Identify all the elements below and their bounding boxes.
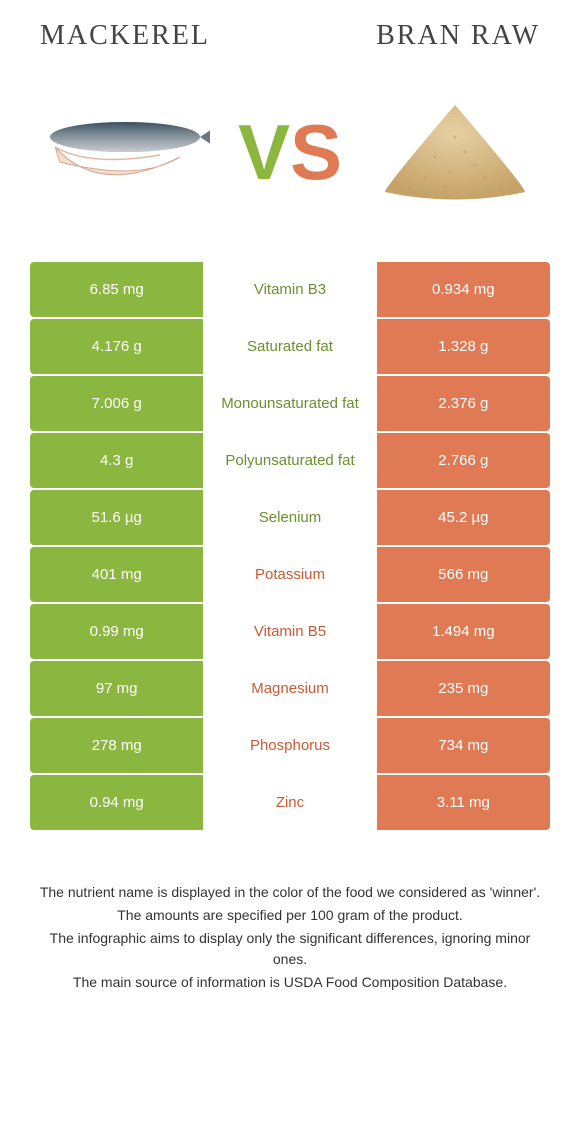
nutrient-label: Monounsaturated fat (203, 376, 376, 431)
value-right: 45.2 µg (377, 490, 550, 545)
value-right: 2.766 g (377, 433, 550, 488)
table-row: 0.99 mgVitamin B51.494 mg (30, 604, 550, 661)
value-right: 566 mg (377, 547, 550, 602)
footnote-line: The nutrient name is displayed in the co… (35, 882, 545, 903)
table-row: 4.176 gSaturated fat1.328 g (30, 319, 550, 376)
nutrient-label: Vitamin B5 (203, 604, 376, 659)
infographic-container: Mackerel Bran raw VS (0, 0, 580, 1025)
footnote-line: The amounts are specified per 100 gram o… (35, 905, 545, 926)
vs-v: V (238, 113, 290, 191)
value-left: 51.6 µg (30, 490, 203, 545)
value-left: 278 mg (30, 718, 203, 773)
footnote-line: The infographic aims to display only the… (35, 928, 545, 970)
value-right: 235 mg (377, 661, 550, 716)
value-left: 4.176 g (30, 319, 203, 374)
comparison-table: 6.85 mgVitamin B30.934 mg4.176 gSaturate… (30, 262, 550, 832)
value-right: 2.376 g (377, 376, 550, 431)
bran-image (370, 92, 540, 212)
vs-label: VS (238, 113, 342, 191)
vs-s: S (290, 113, 342, 191)
value-right: 1.328 g (377, 319, 550, 374)
value-left: 4.3 g (30, 433, 203, 488)
header-row: Mackerel Bran raw (30, 20, 550, 52)
nutrient-label: Magnesium (203, 661, 376, 716)
table-row: 278 mgPhosphorus734 mg (30, 718, 550, 775)
nutrient-label: Polyunsaturated fat (203, 433, 376, 488)
bran-icon (375, 97, 535, 207)
value-left: 0.99 mg (30, 604, 203, 659)
table-row: 4.3 gPolyunsaturated fat2.766 g (30, 433, 550, 490)
value-right: 3.11 mg (377, 775, 550, 830)
table-row: 0.94 mgZinc3.11 mg (30, 775, 550, 832)
table-row: 6.85 mgVitamin B30.934 mg (30, 262, 550, 319)
nutrient-label: Saturated fat (203, 319, 376, 374)
value-left: 0.94 mg (30, 775, 203, 830)
value-left: 7.006 g (30, 376, 203, 431)
nutrient-label: Selenium (203, 490, 376, 545)
fish-icon (40, 107, 210, 197)
footnote-line: The main source of information is USDA F… (35, 972, 545, 993)
nutrient-label: Phosphorus (203, 718, 376, 773)
value-right: 0.934 mg (377, 262, 550, 317)
nutrient-label: Vitamin B3 (203, 262, 376, 317)
image-row: VS (30, 92, 550, 212)
footnotes: The nutrient name is displayed in the co… (30, 882, 550, 993)
value-left: 97 mg (30, 661, 203, 716)
title-left: Mackerel (40, 20, 210, 52)
nutrient-label: Zinc (203, 775, 376, 830)
table-row: 401 mgPotassium566 mg (30, 547, 550, 604)
value-left: 6.85 mg (30, 262, 203, 317)
nutrient-label: Potassium (203, 547, 376, 602)
title-right: Bran raw (376, 20, 540, 52)
table-row: 51.6 µgSelenium45.2 µg (30, 490, 550, 547)
value-right: 1.494 mg (377, 604, 550, 659)
table-row: 7.006 gMonounsaturated fat2.376 g (30, 376, 550, 433)
value-right: 734 mg (377, 718, 550, 773)
value-left: 401 mg (30, 547, 203, 602)
mackerel-image (40, 92, 210, 212)
table-row: 97 mgMagnesium235 mg (30, 661, 550, 718)
